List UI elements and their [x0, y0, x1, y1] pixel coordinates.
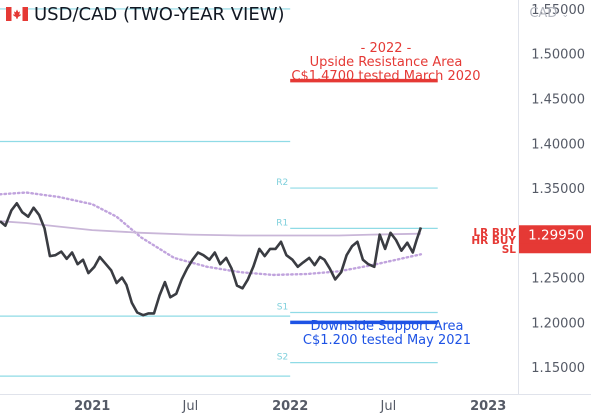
y-tick-label-1: 1.50000 — [531, 48, 585, 63]
ma-solid-line — [0, 220, 421, 237]
x-tick-label-3: Jul — [380, 399, 397, 414]
signal-sl: SL — [501, 244, 516, 256]
price-axis-panel — [518, 0, 591, 417]
chart-title-text: USD/CAD (TWO-YEAR VIEW) — [34, 4, 285, 25]
y-tick-label-4: 1.35000 — [531, 182, 585, 197]
resistance-line-3: C$1.4700 tested March 2020 — [291, 69, 481, 84]
y-tick-label-3: 1.40000 — [531, 137, 585, 152]
pivot-label-1-s1: S1 — [277, 303, 288, 313]
price-tag — [519, 225, 591, 244]
price-line — [0, 202, 423, 317]
currency-selector[interactable]: CAD ⌄ — [529, 6, 569, 21]
secondary-price-tag — [519, 241, 591, 254]
chart-title: USD/CAD (TWO-YEAR VIEW) — [6, 4, 285, 25]
currency-label: CAD — [529, 6, 558, 21]
resistance-line-2: Upside Resistance Area — [309, 55, 463, 70]
x-tick-label-4: 2023 — [470, 399, 506, 414]
pivot-label-1-r2: R2 — [276, 178, 288, 188]
y-tick-label-2: 1.45000 — [531, 93, 585, 108]
resistance-line-1: - 2022 - — [360, 41, 412, 56]
x-tick-label-0: 2021 — [74, 399, 110, 414]
signal-lr-buy: LR BUY — [473, 227, 516, 239]
ma-dotted-line — [0, 191, 423, 277]
pivot-label-1-s2: S2 — [277, 353, 288, 363]
price-tag-label: 1.29950 — [528, 227, 584, 243]
chevron-down-icon: ⌄ — [561, 10, 569, 20]
support-line-1: Downside Support Area — [310, 319, 464, 334]
support-line-2: C$1.200 tested May 2021 — [302, 333, 472, 348]
canada-flag-icon — [6, 7, 28, 21]
signal-hr-buy: HR BUY — [471, 235, 516, 247]
pivot-label-1-r1: R1 — [276, 218, 288, 228]
resistance-annotation: - 2022 - Upside Resistance Area C$1.4700… — [272, 42, 500, 84]
x-tick-label-2: 2022 — [272, 399, 308, 414]
y-tick-label-0: 1.55000 — [531, 3, 585, 18]
y-tick-label-7: 1.20000 — [531, 316, 585, 331]
y-tick-label-6: 1.25000 — [531, 272, 585, 287]
y-tick-label-8: 1.15000 — [531, 361, 585, 376]
x-tick-label-1: Jul — [182, 399, 199, 414]
support-annotation: Downside Support Area C$1.200 tested May… — [282, 320, 492, 348]
